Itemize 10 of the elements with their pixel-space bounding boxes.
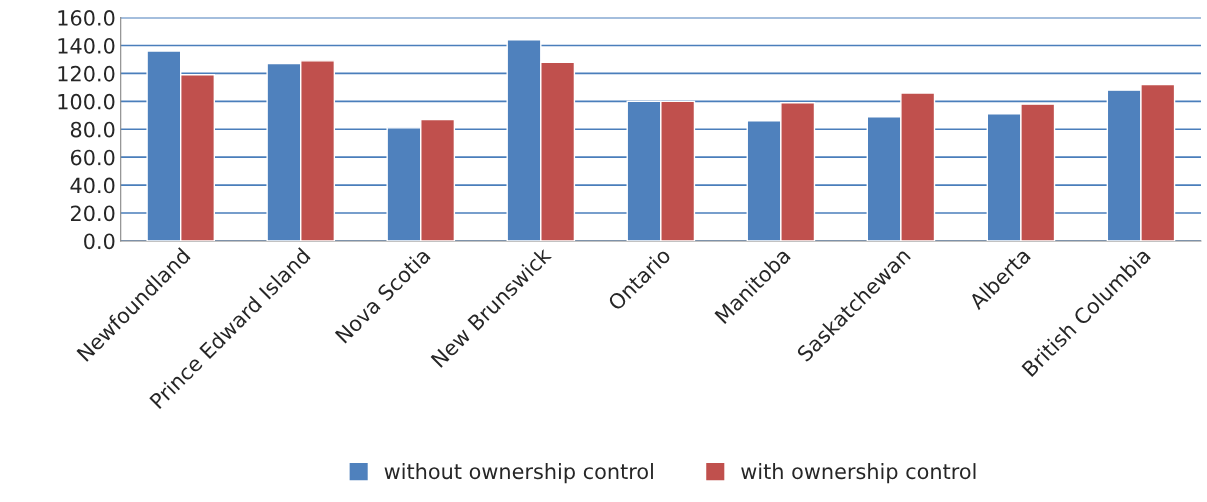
y-tick-label: 100.0: [58, 93, 115, 110]
legend-label: without ownership control: [384, 463, 653, 484]
y-tick-label: 120.0: [58, 65, 115, 82]
y-tick-label: 60.0: [70, 149, 115, 166]
y-tick-label: 80.0: [70, 121, 115, 138]
legend-label: with ownership control: [741, 463, 976, 484]
y-tick-label: 20.0: [70, 205, 115, 222]
y-tick-label: 140.0: [58, 37, 115, 54]
y-tick-label: 40.0: [70, 177, 115, 194]
y-tick-label: 160.0: [58, 10, 115, 26]
